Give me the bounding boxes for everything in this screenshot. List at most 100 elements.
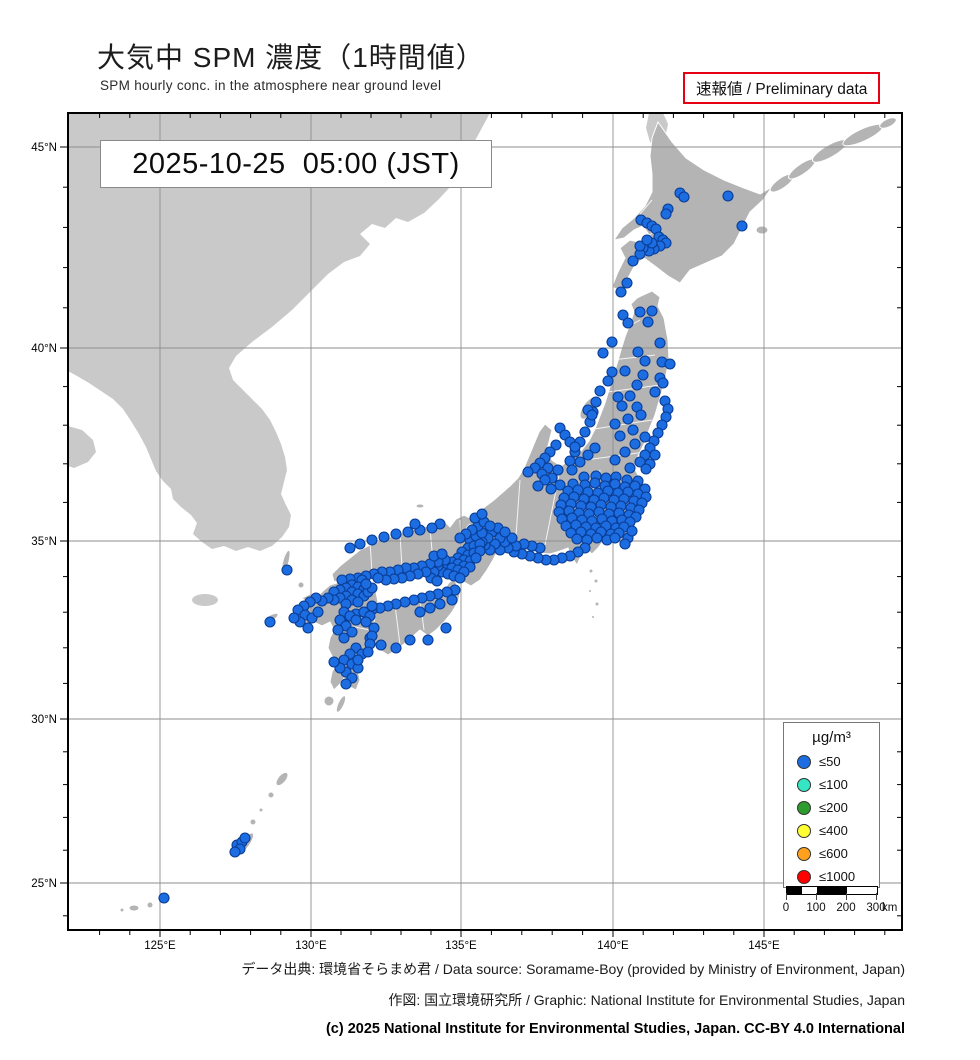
scale-bar-segment [787,887,802,894]
station-dot [422,634,434,646]
station-dot [586,409,598,421]
station-dot [641,234,653,246]
station-dot [288,612,300,624]
station-dot [434,598,446,610]
legend-entry-label: ≤600 [819,846,848,861]
station-dot [352,654,364,666]
legend-color-dot [797,869,811,884]
station-dot [590,396,602,408]
station-dot [470,552,482,564]
station-dot [399,596,411,608]
station-dot [239,832,251,844]
scale-tick [786,893,787,900]
legend-color-dot [797,823,811,838]
station-dot [229,846,241,858]
station-dot [629,438,641,450]
legend-title: µg/m³ [812,729,851,746]
legend-entry-label: ≤100 [819,777,848,792]
station-dot [158,892,170,904]
legend-box: µg/m³ ≤50 ≤100 ≤200 ≤400 ≤600 ≤1000 [783,722,880,888]
lon-tick-label: 130°E [295,940,327,952]
station-dot [616,400,628,412]
station-dot [626,525,638,537]
station-dot [550,439,562,451]
station-dot [545,483,557,495]
legend-color-dot [797,800,811,815]
station-dot [646,305,658,317]
scale-tick-label: 0 [782,902,790,914]
station-dot [362,646,374,658]
station-dot [522,466,534,478]
station-dot [631,379,643,391]
station-dot [404,634,416,646]
station-dot [454,572,466,584]
station-dot [622,317,634,329]
station-dot [332,624,344,636]
station-dot [591,532,603,544]
station-dot [678,191,690,203]
station-dot [622,413,634,425]
axis-labels: 45°N 40°N 35°N 30°N 25°N 125°E 130°E 135°E 140°E… [31,142,780,952]
station-dot [281,564,293,576]
station-dot [614,430,626,442]
station-dot [328,656,340,668]
station-dot [344,542,356,554]
legend-color-dot [797,754,811,769]
scale-bar: 0 100 200 300 km [782,884,926,926]
station-dot [579,426,591,438]
legend-entry-label: ≤400 [819,823,848,838]
station-dot [642,316,654,328]
scale-bar-segment [817,887,847,894]
station-dot [635,409,647,421]
lon-tick-label: 135°E [445,940,477,952]
station-dot [619,365,631,377]
station-dot [612,391,624,403]
station-dot [634,306,646,318]
station-dot [574,456,586,468]
timestamp-box: 2025-10-25 05:00 (JST) [100,140,492,188]
legend-entry: ≤600 [784,842,879,865]
axis-ticks [60,113,902,937]
station-dot [589,477,601,489]
station-dot [602,375,614,387]
legend-entry: ≤400 [784,819,879,842]
station-dot [649,386,661,398]
station-dot [414,606,426,618]
lat-tick-label: 40°N [31,343,57,355]
station-dot [606,366,618,378]
station-dot [619,538,631,550]
station-dot [352,596,364,608]
station-dot [378,531,390,543]
station-dot [597,347,609,359]
station-dot [654,337,666,349]
station-dot [571,533,583,545]
station-dot [372,572,384,584]
station-dot [632,346,644,358]
preliminary-data-badge: 速報値 / Preliminary data [683,72,881,104]
station-dot [312,606,324,618]
scale-tick-label: 100 [806,902,826,914]
station-dot [627,424,639,436]
station-dot [264,616,276,628]
legend-entry: ≤200 [784,796,879,819]
station-dot [657,377,669,389]
station-dot [624,390,636,402]
scale-tick [816,893,817,900]
station-dot [649,449,661,461]
lat-tick-label: 35°N [31,536,57,548]
scale-tick-label: 200 [836,902,856,914]
station-dot [615,286,627,298]
station-dot [589,442,601,454]
legend-entry-label: ≤1000 [819,869,856,884]
station-dot [619,446,631,458]
legend-entry: ≤1000 [784,865,879,888]
station-dot [436,548,448,560]
lat-tick-label: 25°N [31,878,57,890]
scale-bar-strip [786,886,878,895]
lon-tick-label: 140°E [597,940,629,952]
lon-tick-label: 125°E [144,940,176,952]
station-dot [722,190,734,202]
lat-tick-label: 45°N [31,142,57,154]
